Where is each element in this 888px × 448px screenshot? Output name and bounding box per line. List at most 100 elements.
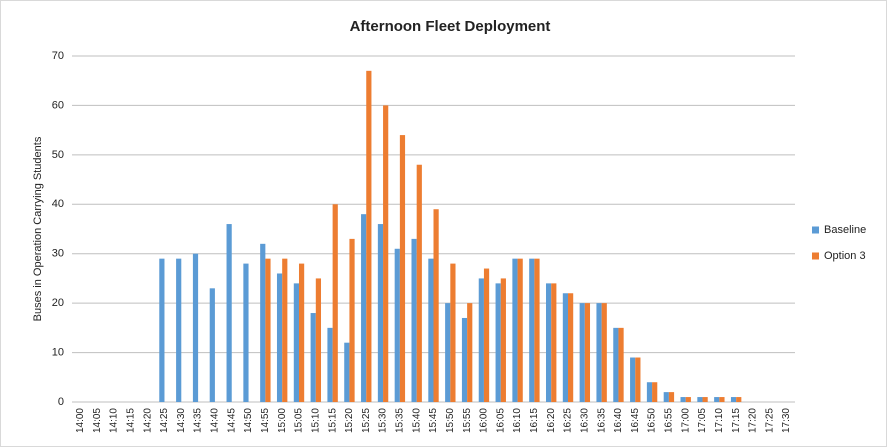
- chart-title: Afternoon Fleet Deployment: [350, 18, 551, 35]
- bar: [714, 397, 720, 402]
- x-tick-label: 15:25: [361, 408, 372, 433]
- bar: [344, 342, 350, 402]
- x-tick-label: 17:30: [781, 408, 792, 433]
- y-tick-label: 20: [52, 297, 64, 309]
- x-tick-label: 17:15: [731, 408, 742, 433]
- x-tick-label: 14:50: [243, 408, 254, 433]
- legend-label: Baseline: [824, 224, 866, 236]
- x-tick-label: 16:10: [512, 408, 523, 433]
- bar: [483, 268, 490, 402]
- x-tick-label: 15:00: [277, 408, 288, 433]
- x-tick-label: 17:00: [680, 408, 691, 433]
- bar: [478, 278, 484, 402]
- x-tick-label: 15:05: [294, 408, 305, 433]
- bar: [315, 278, 322, 402]
- bar: [568, 293, 574, 402]
- x-tick-label: 15:20: [344, 408, 355, 433]
- bar: [652, 382, 658, 402]
- bar: [176, 258, 182, 402]
- bar: [349, 238, 355, 402]
- y-tick-label: 40: [52, 198, 64, 210]
- bar: [293, 283, 299, 402]
- x-tick-label: 16:20: [546, 408, 557, 433]
- x-tick-label: 15:45: [428, 408, 439, 433]
- bar: [702, 397, 708, 402]
- y-tick-label: 50: [52, 149, 64, 161]
- bar: [276, 273, 283, 402]
- legend-label: Option 3: [824, 250, 866, 262]
- bar: [209, 288, 215, 402]
- bar: [562, 293, 569, 402]
- bar: [579, 303, 585, 402]
- x-tick-label: 17:10: [714, 408, 725, 433]
- x-tick-label: 14:25: [159, 408, 170, 433]
- x-tick-label: 17:25: [764, 408, 775, 433]
- x-tick-label: 14:55: [260, 408, 271, 433]
- bar: [282, 258, 288, 402]
- x-tick-label: 14:40: [210, 408, 221, 433]
- x-tick-label: 16:35: [596, 408, 607, 433]
- bar: [601, 303, 607, 402]
- bar: [394, 248, 400, 402]
- bar: [265, 258, 271, 402]
- x-tick-label: 14:05: [92, 408, 103, 433]
- bar: [534, 258, 540, 402]
- bar: [310, 313, 316, 402]
- x-tick-label: 15:35: [395, 408, 406, 433]
- x-tick-label: 14:10: [109, 408, 120, 433]
- y-axis-title: Buses in Operation Carrying Students: [32, 136, 44, 321]
- bar: [680, 397, 686, 402]
- bar: [377, 224, 384, 402]
- bar: [399, 135, 406, 403]
- bar: [596, 303, 602, 402]
- x-tick-label: 17:05: [697, 408, 708, 433]
- x-tick-label: 14:35: [193, 408, 204, 433]
- bar: [461, 317, 468, 402]
- bar: [332, 204, 338, 402]
- bar: [730, 397, 737, 402]
- x-tick-label: 15:30: [378, 408, 389, 433]
- bar: [668, 392, 675, 402]
- y-tick-label: 60: [52, 99, 64, 111]
- bar: [366, 70, 372, 402]
- bar: [630, 357, 636, 402]
- bar: [646, 382, 653, 402]
- x-tick-label: 14:20: [142, 408, 153, 433]
- x-tick-label: 14:45: [226, 408, 237, 433]
- x-tick-label: 17:20: [748, 408, 759, 433]
- x-tick-label: 16:45: [630, 408, 641, 433]
- bar: [512, 258, 518, 402]
- x-tick-label: 16:50: [647, 408, 658, 433]
- bar: [416, 164, 422, 402]
- bar: [159, 258, 165, 402]
- x-tick-label: 14:00: [75, 408, 86, 433]
- bar: [635, 357, 641, 402]
- bar: [663, 392, 669, 402]
- legend-swatch: [812, 252, 819, 260]
- legend-swatch: [812, 226, 819, 234]
- bar: [467, 303, 473, 402]
- y-tick-label: 70: [52, 50, 64, 62]
- y-tick-label: 0: [58, 396, 64, 408]
- bar: [551, 283, 557, 402]
- bar: [495, 283, 501, 402]
- x-tick-label: 15:10: [310, 408, 321, 433]
- x-tick-label: 16:55: [664, 408, 675, 433]
- bar: [383, 105, 389, 402]
- bar: [685, 397, 691, 402]
- bar: [517, 258, 523, 402]
- x-tick-label: 16:30: [579, 408, 590, 433]
- bar: [192, 253, 199, 402]
- bar: [545, 283, 552, 402]
- y-tick-label: 30: [52, 248, 64, 260]
- bar: [719, 397, 725, 402]
- bar: [618, 327, 624, 402]
- x-tick-label: 16:00: [479, 408, 490, 433]
- bar: [613, 327, 619, 402]
- bar: [243, 263, 249, 402]
- bar: [697, 397, 703, 402]
- bar: [433, 209, 439, 402]
- x-tick-label: 16:40: [613, 408, 624, 433]
